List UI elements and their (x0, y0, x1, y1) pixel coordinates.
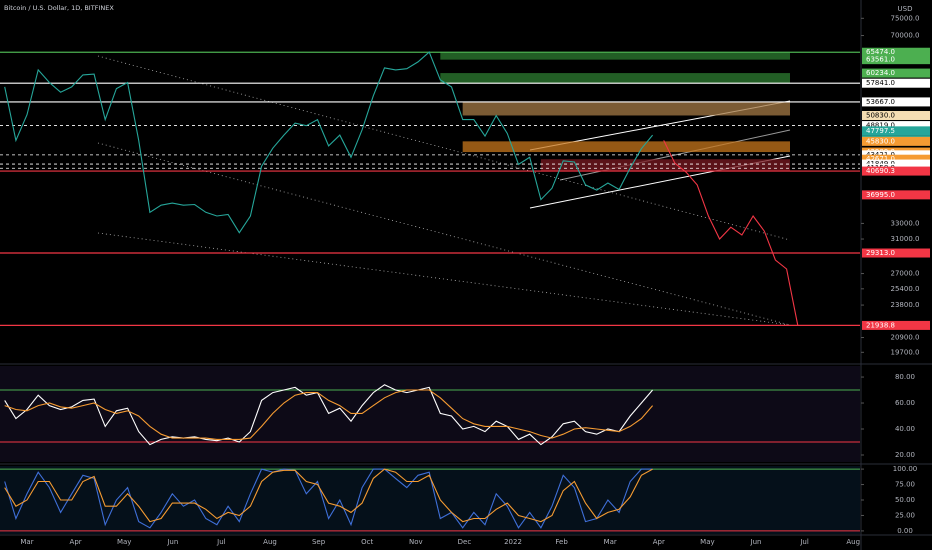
y-tick-label: 33000.0 (891, 219, 920, 227)
x-tick-label: Feb (555, 538, 568, 546)
y-tick-label: 25.00 (895, 511, 915, 519)
price-tag (862, 47, 930, 57)
price-tag-label: 57841.0 (866, 79, 895, 87)
price-tag (862, 78, 930, 88)
series-line (4, 468, 653, 523)
y-tick-label: 31000.0 (891, 235, 920, 243)
y-tick-label: 19700.0 (891, 348, 920, 356)
price-tag-label: 45830.0 (866, 137, 895, 145)
x-tick-label: 2022 (504, 538, 522, 546)
price-zone (462, 141, 790, 153)
y-tick-label: 75000.0 (891, 14, 920, 22)
x-tick-label: Apr (70, 538, 82, 546)
price-tag (862, 55, 930, 65)
x-tick-label: Jul (799, 538, 809, 546)
y-tick-label: 20.00 (895, 451, 915, 459)
price-tag-label: 36995.0 (866, 191, 895, 199)
price-tag (862, 121, 930, 131)
x-tick-label: Sep (312, 538, 326, 546)
x-tick-label: Aug (263, 538, 277, 546)
chart-title: Bitcoin / U.S. Dollar, 1D, BITFINEX (4, 4, 114, 12)
price-tag-label: 21938.8 (866, 321, 895, 329)
price-tag-label: 47797.5 (866, 127, 895, 135)
series-line (4, 389, 654, 440)
price-zone (440, 52, 790, 60)
y-tick-label: 70000.0 (891, 32, 920, 40)
price-tag (862, 166, 930, 176)
y-tick-label: 25400.0 (891, 285, 920, 293)
series-line (4, 384, 654, 446)
x-tick-label: Aug (846, 538, 860, 546)
x-tick-label: May (117, 538, 131, 546)
x-tick-label: Apr (653, 538, 665, 546)
series-line (4, 51, 654, 234)
y-tick-label: 23800.0 (891, 301, 920, 309)
price-tag-label: 60234.0 (866, 69, 895, 77)
x-tick-label: Jun (166, 538, 178, 546)
y-tick-label: 0.00 (897, 527, 913, 535)
price-tag-label: 63561.0 (866, 56, 895, 64)
price-tag (862, 97, 930, 107)
price-tag (862, 154, 930, 164)
series-line (663, 140, 799, 326)
x-tick-label: Mar (20, 538, 33, 546)
price-zone (440, 73, 790, 84)
x-tick-label: Dec (458, 538, 472, 546)
y-tick-label: 100.00 (893, 465, 918, 473)
x-tick-label: May (700, 538, 714, 546)
price-tag (862, 136, 930, 146)
price-zone (540, 159, 790, 172)
price-tag (862, 320, 930, 330)
price-tag-label: 53667.0 (866, 98, 895, 106)
price-tag-label: 42671.0 (866, 155, 895, 163)
rsi-pane (0, 366, 860, 462)
price-zone (462, 101, 790, 116)
trend-line (97, 55, 791, 241)
price-tag (862, 110, 930, 120)
price-tag-label: 50830.0 (866, 111, 895, 119)
price-tag-label: 65474.0 (866, 48, 895, 56)
x-tick-label: Jun (750, 538, 762, 546)
series-line (4, 468, 653, 529)
y-tick-label: 75.00 (895, 481, 915, 489)
price-tag (862, 126, 930, 136)
price-tag-label: 40690.3 (866, 167, 895, 175)
price-tag (862, 68, 930, 78)
channel-lines (97, 55, 791, 326)
x-tick-label: Jul (216, 538, 226, 546)
y-tick-label: 40.00 (895, 425, 915, 433)
price-tag-label: 48819.0 (866, 122, 895, 130)
y-tick-label: 50.00 (895, 496, 915, 504)
price-tag (862, 248, 930, 258)
y-tick-label: 60.00 (895, 399, 915, 407)
y-tick-label: 80.00 (895, 373, 915, 381)
trend-line (97, 232, 791, 326)
x-tick-label: Oct (361, 538, 373, 546)
price-tag (862, 190, 930, 200)
trend-line (97, 142, 791, 326)
x-tick-label: Nov (409, 538, 423, 546)
x-tick-label: Mar (604, 538, 617, 546)
y-tick-label: 27000.0 (891, 270, 920, 278)
price-tag-label: 29313.0 (866, 249, 895, 257)
y-tick-label: 20900.0 (891, 334, 920, 342)
axis-unit: USD (898, 5, 913, 13)
